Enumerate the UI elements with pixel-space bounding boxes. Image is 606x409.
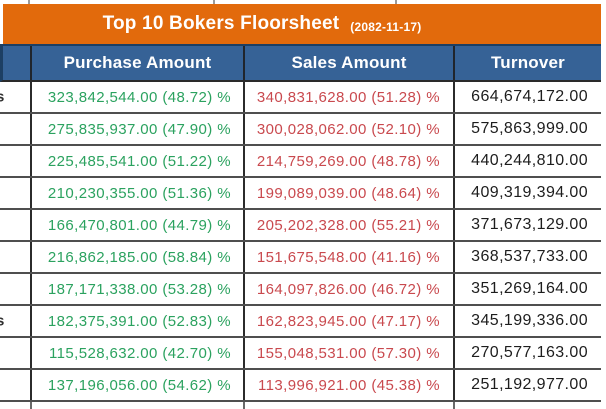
broker-name-cell [0,242,32,272]
title-bar: Top 10 Bokers Floorsheet (2082-11-17) [3,4,601,44]
purchase-amount-cell: 225,485,541.00 (51.22) % [32,146,245,176]
table-row: 216,862,185.00 (58.84) % 151,675,548.00 (… [0,242,601,274]
purchase-amount-cell: 182,375,391.00 (52.83) % [32,306,245,336]
purchase-amount-cell: 323,842,544.00 (48.72) % [32,82,245,112]
title-date: (2082-11-17) [350,19,422,34]
turnover-cell: 368,537,733.00 [471,248,588,265]
purchase-amount-cell: 210,230,355.00 (51.36) % [32,178,245,208]
table-row: 115,528,632.00 (42.70) % 155,048,531.00 (… [0,338,601,370]
broker-name-cell [0,370,32,400]
sales-amount-cell: 155,048,531.00 (57.30) % [245,338,455,368]
column-header-purchase-amount: Purchase Amount [32,46,245,80]
purchase-amount-cell: 137,196,056.00 (54.62) % [32,370,245,400]
broker-name-cell [0,210,32,240]
table-row: s 323,842,544.00 (48.72) %340,831,628.00 … [0,82,601,114]
column-header-broker [3,46,32,80]
gridline-stub [453,402,455,409]
turnover-cell: 371,673,129.00 [471,216,588,233]
floorsheet-table: Purchase Amount Sales Amount Turnover s 3… [0,44,601,402]
table-row: 275,835,937.00 (47.90) % 300,028,062.00 (… [0,114,601,146]
broker-name-fragment: s [0,313,5,330]
table-row: s 182,375,391.00 (52.83) %162,823,945.00 … [0,306,601,338]
table-body: s 323,842,544.00 (48.72) %340,831,628.00 … [0,82,601,402]
purchase-amount-cell: 187,171,338.00 (53.28) % [32,274,245,304]
sales-amount-cell: 214,759,269.00 (48.78) % [245,146,455,176]
gridline-stub [395,0,397,4]
broker-name-cell: s [0,306,32,336]
sales-amount-cell: 162,823,945.00 (47.17) % [245,306,455,336]
column-header-sales-amount: Sales Amount [245,46,455,80]
gridline-stub [243,402,245,409]
turnover-cell: 440,244,810.00 [471,152,588,169]
turnover-cell: 409,319,394.00 [471,184,588,201]
table-row: 225,485,541.00 (51.22) % 214,759,269.00 (… [0,146,601,178]
table-row: 187,171,338.00 (53.28) % 164,097,826.00 (… [0,274,601,306]
broker-name-cell [0,146,32,176]
table-header-row: Purchase Amount Sales Amount Turnover [0,44,601,82]
gridline-stub [213,0,215,4]
turnover-cell: 345,199,336.00 [471,312,588,329]
turnover-cell: 251,192,977.00 [471,376,588,393]
purchase-amount-cell: 216,862,185.00 (58.84) % [32,242,245,272]
table-row: 137,196,056.00 (54.62) % 113,996,921.00 (… [0,370,601,402]
sales-amount-cell: 340,831,628.00 (51.28) % [245,82,455,112]
sales-amount-cell: 151,675,548.00 (41.16) % [245,242,455,272]
broker-name-cell: s [0,82,32,112]
purchase-amount-cell: 115,528,632.00 (42.70) % [32,338,245,368]
turnover-cell: 575,863,999.00 [471,120,588,137]
sales-amount-cell: 164,097,826.00 (46.72) % [245,274,455,304]
broker-name-cell [0,338,32,368]
table-row: 210,230,355.00 (51.36) % 199,089,039.00 (… [0,178,601,210]
turnover-cell: 351,269,164.00 [471,280,588,297]
gridline-stub [28,0,30,4]
broker-name-cell [0,274,32,304]
purchase-amount-cell: 166,470,801.00 (44.79) % [32,210,245,240]
sales-amount-cell: 113,996,921.00 (45.38) % [245,370,455,400]
broker-name-cell [0,178,32,208]
table-row: 166,470,801.00 (44.79) % 205,202,328.00 (… [0,210,601,242]
top-edge-strip [0,0,606,4]
turnover-cell: 270,577,163.00 [471,344,588,361]
broker-name-cell [0,114,32,144]
purchase-amount-cell: 275,835,937.00 (47.90) % [32,114,245,144]
gridline-stub [30,402,32,409]
sales-amount-cell: 199,089,039.00 (48.64) % [245,178,455,208]
turnover-cell: 664,674,172.00 [471,88,588,105]
sales-amount-cell: 205,202,328.00 (55.21) % [245,210,455,240]
sales-amount-cell: 300,028,062.00 (52.10) % [245,114,455,144]
page-title: Top 10 Bokers Floorsheet [102,13,340,34]
bottom-edge-strip [0,402,606,409]
broker-name-fragment: s [0,89,5,106]
column-header-turnover: Turnover [490,53,566,72]
